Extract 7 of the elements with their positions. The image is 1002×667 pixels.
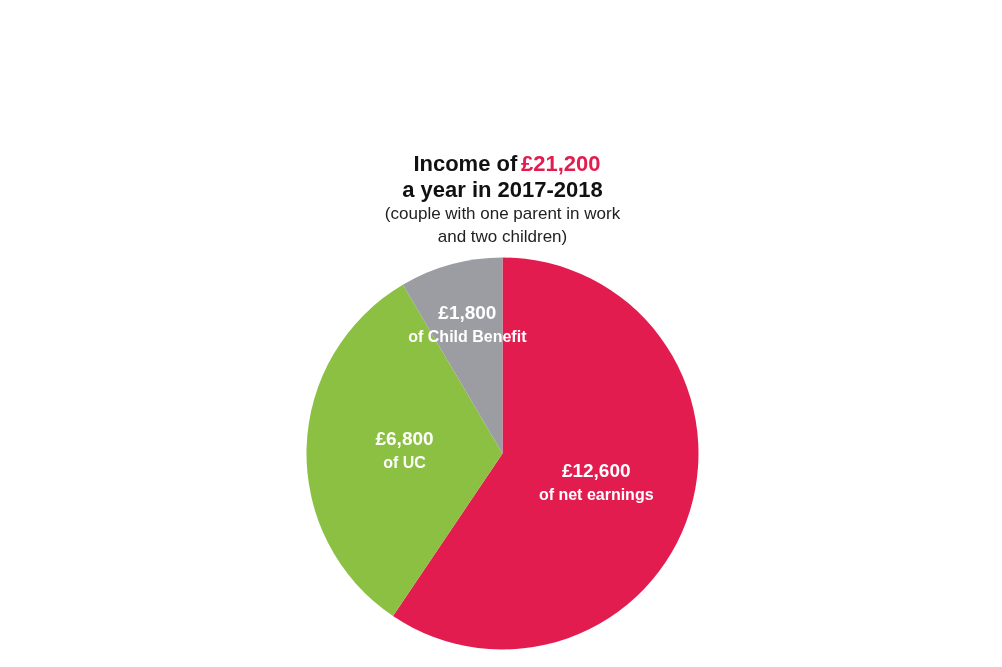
data-label: £6,800: [375, 428, 434, 450]
data-label: £1,800: [438, 302, 497, 324]
slice-label: of net earnings: [538, 485, 654, 503]
data-label: £12,600: [561, 459, 631, 481]
chart-subtitle: (couple with one parent in work and two children): [384, 204, 621, 246]
chart-title: Income of £21,200 a year in 2017-2018: [402, 151, 603, 202]
slice-label: of UC: [383, 454, 427, 472]
